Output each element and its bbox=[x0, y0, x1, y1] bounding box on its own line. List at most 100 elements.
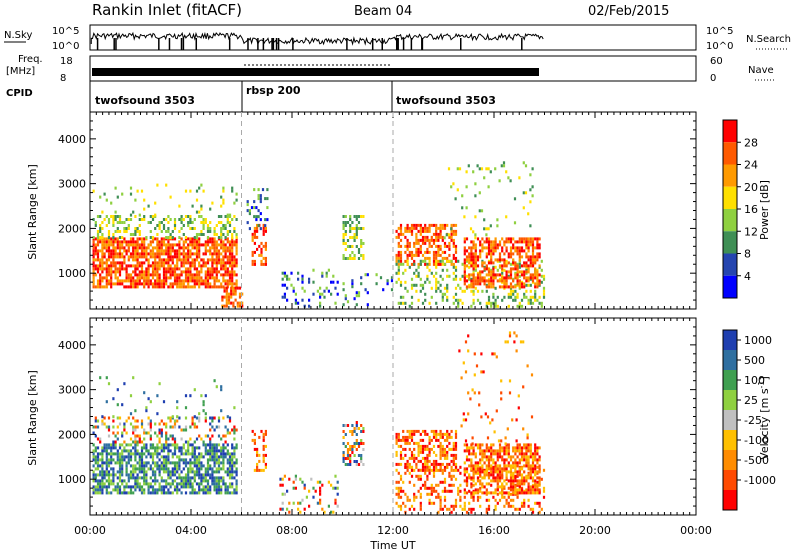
power-cell bbox=[476, 273, 480, 277]
velocity-cell bbox=[516, 443, 519, 447]
velocity-cell bbox=[110, 455, 113, 459]
power-cell bbox=[410, 277, 414, 281]
power-cell bbox=[490, 246, 493, 250]
power-cell bbox=[509, 289, 513, 293]
power-cell bbox=[118, 243, 122, 247]
velocity-cell bbox=[127, 461, 130, 465]
velocity-cell bbox=[132, 485, 135, 489]
power-cell bbox=[147, 285, 150, 289]
velocity-cell bbox=[209, 455, 212, 459]
power-cell bbox=[110, 264, 113, 268]
velocity-cell bbox=[182, 485, 185, 489]
power-cell bbox=[193, 227, 196, 230]
velocity-cell bbox=[404, 453, 407, 457]
power-cell bbox=[224, 279, 227, 283]
velocity-cell bbox=[413, 456, 416, 460]
velocity-cell bbox=[160, 431, 163, 435]
power-cell bbox=[103, 252, 106, 256]
velocity-cell bbox=[490, 470, 493, 474]
velocity-cell bbox=[397, 504, 400, 508]
velocity-cell bbox=[406, 465, 409, 469]
power-cell bbox=[523, 273, 526, 277]
velocity-cell bbox=[191, 446, 194, 450]
velocity-cell bbox=[156, 479, 159, 483]
velocity-cell bbox=[504, 436, 507, 440]
velocity-cell bbox=[215, 467, 218, 471]
velocity-cell bbox=[512, 482, 515, 486]
power-cell bbox=[447, 233, 451, 237]
velocity-cell bbox=[474, 452, 477, 456]
power-cell bbox=[474, 233, 477, 237]
velocity-cell bbox=[454, 477, 458, 481]
power-cell bbox=[92, 270, 95, 274]
velocity-cell bbox=[529, 485, 532, 489]
power-cell bbox=[509, 179, 512, 183]
power-cell bbox=[260, 250, 263, 254]
power-cell bbox=[342, 254, 345, 257]
power-cell bbox=[297, 301, 300, 305]
velocity-cell bbox=[283, 474, 286, 478]
power-cell bbox=[355, 218, 358, 221]
velocity-cell bbox=[160, 449, 163, 453]
power-cell bbox=[419, 247, 422, 251]
power-cell bbox=[206, 285, 210, 289]
power-cell bbox=[472, 170, 475, 174]
power-cell bbox=[266, 206, 269, 210]
power-cell bbox=[118, 215, 122, 218]
power-cell bbox=[99, 240, 102, 244]
velocity-cell bbox=[475, 364, 479, 368]
velocity-cell bbox=[404, 435, 407, 439]
power-cell bbox=[483, 276, 486, 280]
velocity-cell bbox=[233, 431, 236, 435]
power-cell bbox=[110, 252, 113, 256]
y-tick-label: 4000 bbox=[58, 133, 86, 146]
power-cell bbox=[428, 280, 431, 284]
power-cell bbox=[446, 286, 449, 290]
velocity-cell bbox=[441, 468, 444, 472]
power-cell bbox=[346, 221, 350, 224]
velocity-cell bbox=[160, 476, 163, 480]
velocity-cell bbox=[346, 448, 350, 451]
velocity-cell bbox=[417, 453, 420, 457]
velocity-cell bbox=[514, 470, 517, 474]
power-cell bbox=[140, 282, 144, 286]
velocity-cell bbox=[419, 486, 422, 490]
velocity-cell bbox=[421, 483, 425, 487]
velocity-cell bbox=[534, 488, 537, 492]
velocity-cell bbox=[169, 476, 172, 480]
velocity-cell bbox=[224, 488, 227, 492]
velocity-cell bbox=[525, 455, 528, 459]
velocity-cell bbox=[509, 476, 513, 480]
power-cell bbox=[96, 243, 100, 247]
power-cell bbox=[231, 261, 234, 265]
power-cell bbox=[224, 282, 227, 286]
velocity-cell bbox=[443, 447, 447, 451]
velocity-cell bbox=[402, 456, 405, 460]
velocity-cell bbox=[424, 444, 427, 448]
power-cell bbox=[220, 240, 223, 244]
power-cell bbox=[415, 238, 418, 242]
power-cell bbox=[490, 255, 493, 259]
power-cell bbox=[160, 243, 163, 247]
velocity-cell bbox=[134, 446, 137, 450]
velocity-cell bbox=[462, 361, 465, 365]
velocity-cell bbox=[421, 447, 425, 451]
power-cell bbox=[99, 273, 102, 277]
velocity-cell bbox=[195, 455, 199, 459]
velocity-cell bbox=[520, 449, 524, 453]
velocity-cell bbox=[138, 476, 141, 480]
power-cell bbox=[167, 270, 170, 274]
power-cell bbox=[101, 236, 104, 239]
power-cell bbox=[308, 304, 311, 308]
velocity-cell bbox=[173, 479, 177, 483]
power-cell bbox=[443, 292, 447, 296]
velocity-cell bbox=[516, 449, 519, 453]
velocity-cell bbox=[123, 382, 126, 386]
power-cell bbox=[217, 243, 221, 247]
power-cell bbox=[501, 285, 504, 289]
velocity-cell bbox=[443, 468, 447, 472]
power-cell bbox=[206, 267, 210, 271]
power-cell bbox=[472, 230, 475, 234]
velocity-cell bbox=[454, 462, 458, 466]
velocity-cell bbox=[165, 467, 168, 471]
